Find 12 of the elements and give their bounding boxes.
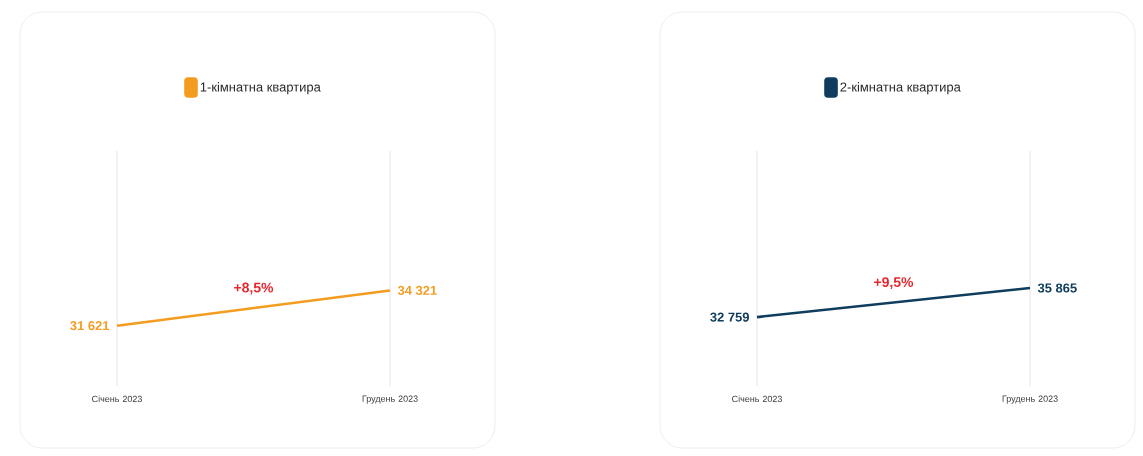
x-tick-label: Грудень 2023 <box>362 395 418 404</box>
data-label: 34 321 <box>397 285 437 296</box>
data-label: 35 865 <box>1037 283 1077 293</box>
legend-label: 1-кімнатна квартира <box>200 82 321 95</box>
data-label: 32 759 <box>710 312 749 322</box>
x-tick-label: Грудень 2023 <box>1002 395 1058 404</box>
annotation: +8,5% <box>234 282 274 295</box>
annotation: +9,5% <box>874 277 914 290</box>
x-tick-label: Січень 2023 <box>92 395 142 403</box>
legend-label: 2-кімнатна квартира <box>840 82 961 95</box>
x-tick-label: Січень 2023 <box>732 395 782 403</box>
data-label: 31 621 <box>70 321 110 331</box>
